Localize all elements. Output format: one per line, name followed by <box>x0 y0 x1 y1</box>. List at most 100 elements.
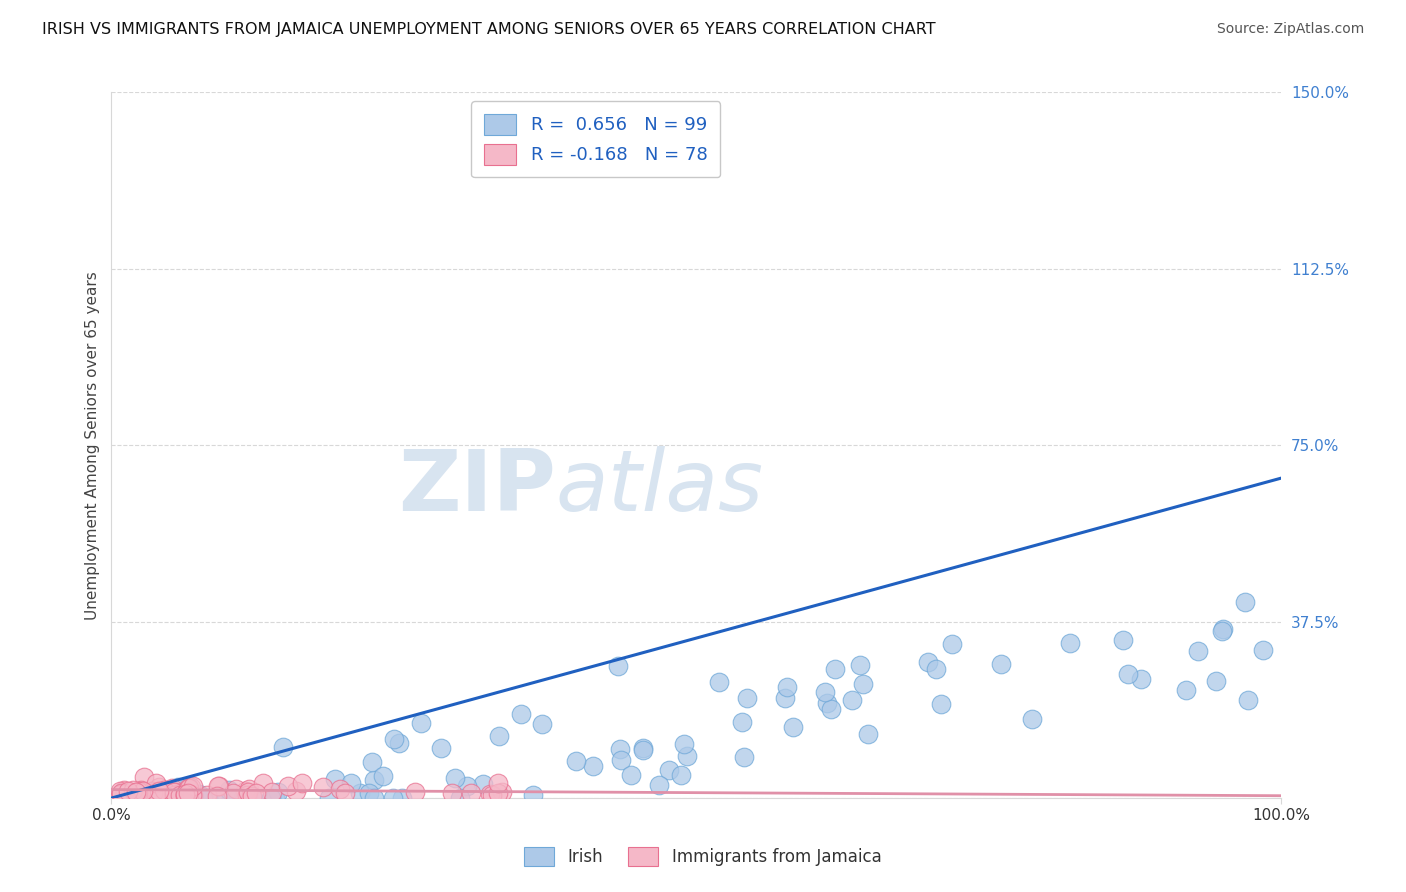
Point <box>240 789 263 803</box>
Point <box>318 791 340 805</box>
Point <box>188 787 211 801</box>
Point <box>155 785 177 799</box>
Point <box>373 769 395 783</box>
Point <box>925 662 948 676</box>
Point <box>228 791 250 805</box>
Point <box>449 791 471 805</box>
Point <box>814 684 837 698</box>
Point <box>129 784 152 798</box>
Point <box>488 729 510 743</box>
Point <box>941 637 963 651</box>
Point <box>160 781 183 796</box>
Point <box>312 780 335 795</box>
Point <box>141 784 163 798</box>
Point <box>222 786 245 800</box>
Point <box>782 720 804 734</box>
Point <box>852 677 875 691</box>
Point <box>824 662 846 676</box>
Point <box>776 680 799 694</box>
Legend: R =  0.656   N = 99, R = -0.168   N = 78: R = 0.656 N = 99, R = -0.168 N = 78 <box>471 102 720 178</box>
Point <box>363 791 385 805</box>
Point <box>117 784 139 798</box>
Point <box>429 740 451 755</box>
Point <box>841 693 863 707</box>
Point <box>1021 712 1043 726</box>
Text: atlas: atlas <box>555 446 763 529</box>
Point <box>148 780 170 794</box>
Point <box>990 657 1012 671</box>
Point <box>169 786 191 800</box>
Point <box>1130 673 1153 687</box>
Point <box>195 788 218 802</box>
Point <box>242 791 264 805</box>
Point <box>128 789 150 803</box>
Point <box>177 780 200 794</box>
Point <box>441 786 464 800</box>
Point <box>150 791 173 805</box>
Point <box>1211 624 1233 639</box>
Point <box>138 791 160 805</box>
Point <box>205 791 228 805</box>
Point <box>531 717 554 731</box>
Point <box>132 783 155 797</box>
Text: Source: ZipAtlas.com: Source: ZipAtlas.com <box>1216 22 1364 37</box>
Point <box>181 788 204 802</box>
Point <box>340 776 363 790</box>
Point <box>409 716 432 731</box>
Point <box>1059 636 1081 650</box>
Point <box>141 791 163 805</box>
Point <box>127 787 149 801</box>
Point <box>174 789 197 803</box>
Point <box>271 740 294 755</box>
Point <box>648 778 671 792</box>
Point <box>387 736 409 750</box>
Point <box>236 784 259 798</box>
Point <box>208 779 231 793</box>
Point <box>361 755 384 769</box>
Point <box>277 780 299 794</box>
Point <box>929 697 952 711</box>
Text: ZIP: ZIP <box>398 446 555 529</box>
Point <box>582 758 605 772</box>
Point <box>225 782 247 797</box>
Point <box>672 738 695 752</box>
Point <box>233 784 256 798</box>
Point <box>245 786 267 800</box>
Point <box>163 784 186 798</box>
Point <box>114 786 136 800</box>
Point <box>917 655 939 669</box>
Point <box>391 791 413 805</box>
Point <box>471 777 494 791</box>
Point <box>193 791 215 805</box>
Point <box>173 787 195 801</box>
Point <box>180 791 202 805</box>
Point <box>236 789 259 803</box>
Point <box>260 791 283 805</box>
Point <box>858 727 880 741</box>
Point <box>669 768 692 782</box>
Point <box>1187 643 1209 657</box>
Point <box>135 789 157 803</box>
Point <box>491 785 513 799</box>
Point <box>709 674 731 689</box>
Point <box>163 784 186 798</box>
Point <box>183 791 205 805</box>
Point <box>329 782 352 797</box>
Point <box>404 785 426 799</box>
Point <box>110 788 132 802</box>
Point <box>110 786 132 800</box>
Point <box>108 784 131 798</box>
Point <box>174 788 197 802</box>
Point <box>207 789 229 803</box>
Point <box>510 706 533 721</box>
Point <box>731 714 754 729</box>
Point <box>163 786 186 800</box>
Point <box>460 786 482 800</box>
Point <box>197 791 219 805</box>
Point <box>848 657 870 672</box>
Point <box>565 755 588 769</box>
Point <box>675 749 697 764</box>
Point <box>163 789 186 803</box>
Point <box>363 772 385 787</box>
Point <box>177 781 200 796</box>
